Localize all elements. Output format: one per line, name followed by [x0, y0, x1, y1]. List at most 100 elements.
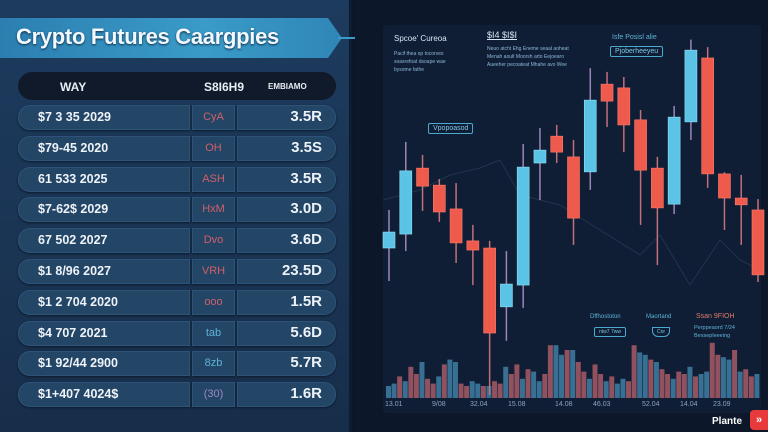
volume-bar — [425, 378, 431, 398]
candle-body — [600, 83, 614, 102]
volume-bar — [704, 371, 710, 398]
table-row[interactable]: $1+407 4024$ (30) 1.6R — [18, 382, 336, 408]
volume-bar — [603, 381, 609, 398]
candle-body — [701, 57, 714, 175]
row-date: $7-62$ 2029 — [38, 202, 109, 217]
annotation-line: bysome fathe — [394, 67, 425, 73]
table-row[interactable]: 61 533 2025 ASH 3.5R — [18, 166, 336, 192]
table-row[interactable]: $1 2 704 2020 ooo 1.5R — [18, 289, 336, 315]
volume-bar — [659, 369, 665, 398]
volume-bar — [452, 362, 458, 398]
volume-bar — [626, 381, 632, 398]
x-tick-label: 23.09 — [713, 401, 731, 408]
date-cell — [18, 228, 190, 254]
table-row[interactable]: $7-62$ 2029 HxM 3.0D — [18, 197, 336, 223]
volume-bar — [720, 357, 726, 398]
annotation-line: Aueeher pecoateat Mhahe avo Wee — [487, 62, 567, 68]
code-cell — [192, 105, 235, 130]
candle-body — [399, 170, 413, 235]
volume-bar — [614, 383, 620, 398]
annotation-title: Maortand — [646, 314, 672, 320]
row-code: Dvo — [203, 234, 224, 247]
x-tick-label: 46.03 — [593, 401, 611, 408]
volume-bar — [726, 359, 732, 398]
row-code: CyA — [203, 111, 224, 123]
date-cell — [18, 105, 190, 130]
table-row[interactable]: $1 92/44 2900 8zb 5.7R — [18, 351, 336, 377]
x-tick-label: 14.04 — [680, 401, 698, 408]
volume-bar — [620, 378, 626, 398]
candle-body — [500, 283, 513, 308]
row-value: 3.6D — [290, 231, 322, 249]
header-value[interactable]: EMBIAMO — [268, 82, 307, 91]
volume-bar — [564, 350, 570, 398]
volume-bar — [570, 350, 576, 398]
volume-bar — [447, 359, 453, 398]
table-row[interactable]: $7 3 35 2029 CyA 3.5R — [18, 105, 336, 130]
code-cell — [192, 228, 235, 254]
annotation-title: Spcoe' Cureoa — [394, 34, 447, 43]
volume-bar — [413, 374, 419, 398]
volume-bar — [737, 371, 743, 398]
volume-bar — [464, 386, 470, 398]
volume-bar — [519, 378, 525, 398]
volume-bar — [687, 366, 693, 398]
code-cell — [192, 166, 235, 192]
volume-bar — [693, 376, 698, 398]
candle-body — [466, 240, 480, 251]
annotation-text: Perppeaord 7/24 Bessepleeeing — [694, 324, 735, 340]
table-row[interactable]: $79-45 2020 OH 3.5S — [18, 135, 336, 161]
row-date: $79-45 2020 — [38, 140, 109, 155]
volume-bar — [386, 386, 391, 398]
volume-bar — [531, 371, 537, 398]
candle-body — [533, 149, 547, 164]
code-cell — [192, 289, 235, 315]
table-row[interactable]: $1 8/96 2027 VRH 23.5D — [18, 259, 336, 284]
volume-bar — [553, 345, 559, 398]
volume-bar — [642, 354, 648, 398]
row-code: VRH — [201, 265, 226, 277]
volume-bar — [441, 364, 447, 398]
volume-bar — [430, 383, 436, 398]
volume-bar — [497, 383, 503, 398]
header-way[interactable]: WAY — [60, 80, 87, 94]
volume-bar — [676, 371, 682, 398]
row-value: 3.5R — [290, 169, 322, 187]
candle-body — [751, 209, 765, 276]
volume-bar — [681, 374, 687, 398]
row-value: 3.5S — [291, 138, 322, 156]
annotation-text: Pacif thea op tocorves soasrefoat dsoape… — [394, 50, 446, 74]
table-header: WAY S8I6H9 EMBIAMO — [18, 72, 336, 100]
value-cell — [237, 166, 336, 192]
annotation-line: Bessepleeeing — [694, 333, 731, 339]
code-cell — [192, 382, 235, 408]
candle-body — [718, 173, 731, 199]
value-cell — [237, 259, 336, 284]
trend-line — [382, 159, 761, 286]
header-symbol[interactable]: S8I6H9 — [204, 80, 245, 94]
volume-bar — [665, 374, 671, 398]
date-cell — [18, 197, 190, 223]
row-value: 3.5R — [290, 108, 322, 125]
date-cell — [18, 351, 190, 377]
double-chevron-icon: » — [750, 410, 768, 430]
table-row[interactable]: $4 707 2021 tab 5.6D — [18, 320, 336, 346]
volume-bar — [586, 378, 592, 398]
volume-bar — [480, 386, 486, 398]
row-code: OH — [205, 141, 222, 154]
value-cell — [237, 228, 336, 254]
annotation-line: soasrefoat dsoape wae — [394, 59, 446, 65]
volume-bar — [408, 366, 414, 398]
candle-body — [634, 119, 647, 171]
annotation-line: Perppeaord 7/24 — [694, 325, 735, 331]
volume-bar — [709, 342, 715, 398]
annotation-line: Neuo atcht Ehg Eneme seaal aoheat — [487, 46, 569, 52]
volume-bar — [503, 366, 509, 398]
brand-name: Plante — [712, 416, 743, 427]
row-date: 67 502 2027 — [38, 233, 108, 248]
candle-body — [550, 135, 564, 153]
volume-bar — [631, 345, 637, 398]
row-date: $7 3 35 2029 — [38, 110, 111, 124]
table-row[interactable]: 67 502 2027 Dvo 3.6D — [18, 228, 336, 254]
